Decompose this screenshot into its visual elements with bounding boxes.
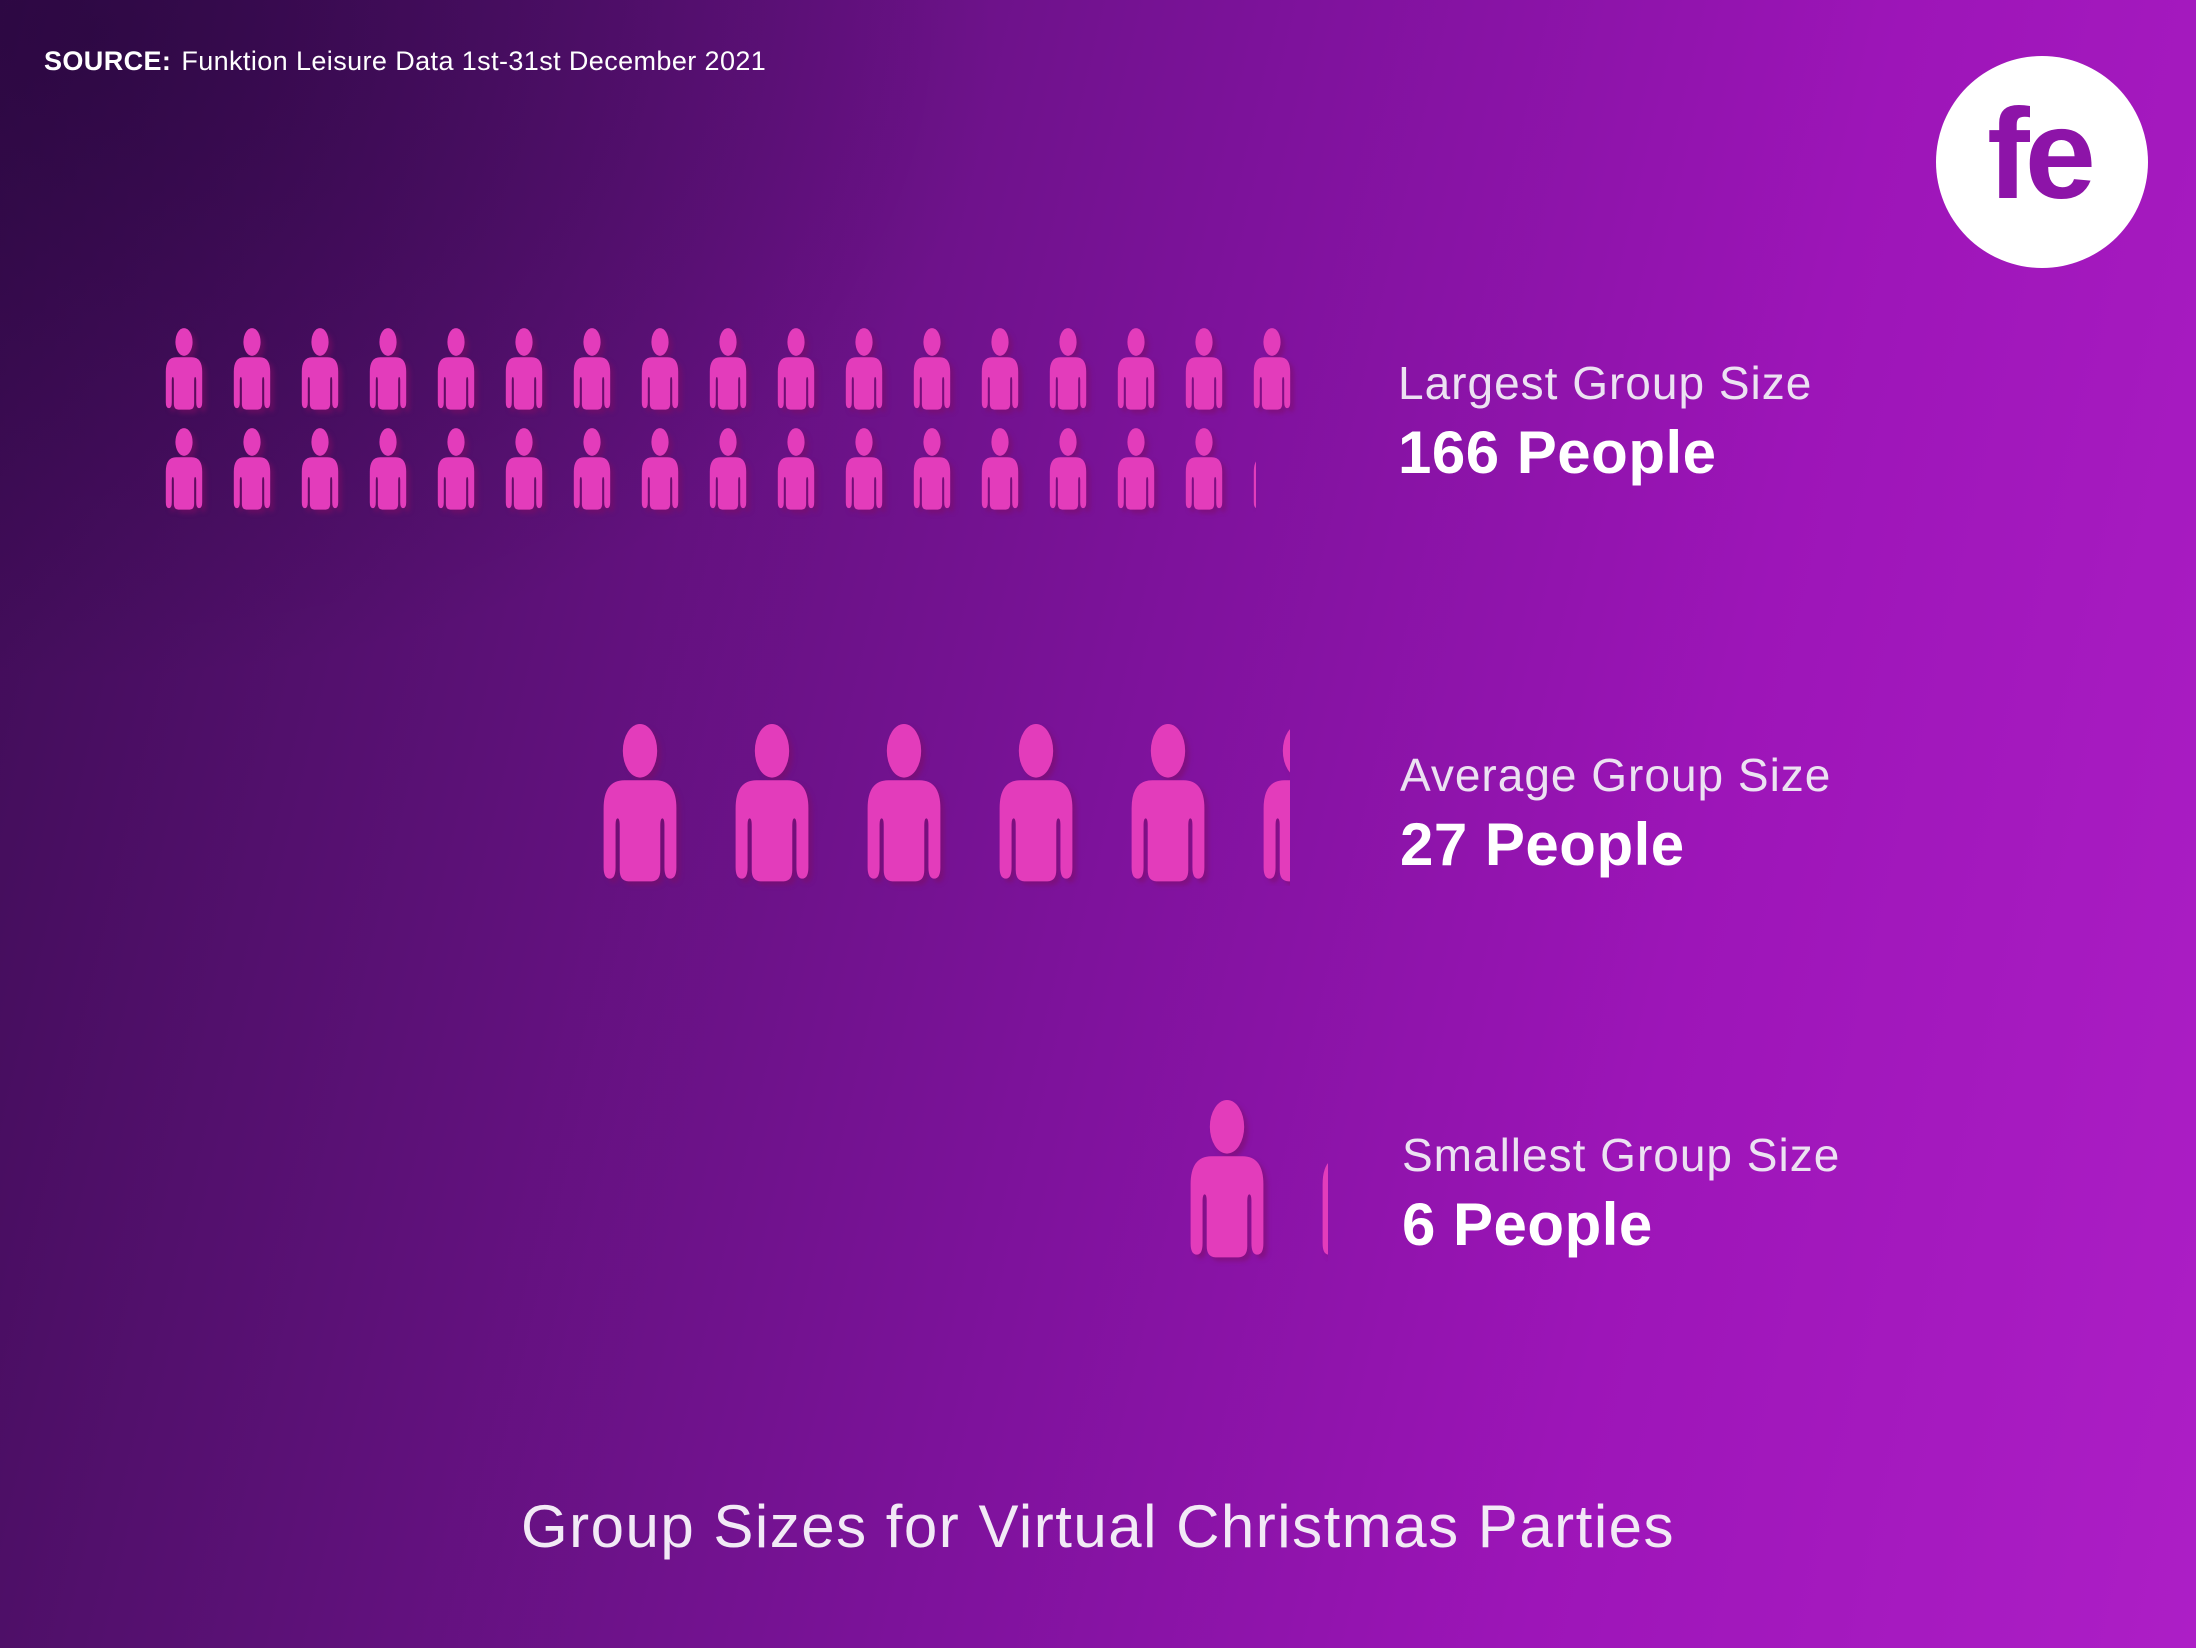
infographic-title: Group Sizes for Virtual Christmas Partie… (520, 1493, 1676, 1560)
person-icon (1117, 428, 1155, 510)
caption-smallest-group: Smallest Group Size 6 People (1402, 1128, 1840, 1259)
partial-person-icon (1248, 720, 1290, 886)
person-icon (641, 328, 679, 410)
person-icon (913, 328, 951, 410)
smallest-group-value: 6 People (1402, 1191, 1653, 1258)
average-group-label: Average Group Size (1400, 749, 1832, 801)
person-icon (437, 428, 475, 510)
person-icon (1117, 328, 1155, 410)
person-icon (981, 428, 1019, 510)
pictogram-average-group (588, 720, 1290, 886)
caption-average-group: Average Group Size 27 People (1400, 748, 1831, 879)
pictogram-line (158, 326, 1298, 412)
person-icon (301, 428, 339, 510)
fe-logo-text: fe (1987, 82, 2096, 226)
person-icon (505, 328, 543, 410)
person-icon (981, 328, 1019, 410)
source-text: Funktion Leisure Data 1st-31st December … (181, 46, 767, 76)
person-icon (1049, 328, 1087, 410)
pictogram-line (158, 426, 1298, 512)
person-icon (233, 328, 271, 410)
person-icon (845, 328, 883, 410)
pictogram-line (1175, 1096, 1328, 1262)
person-icon (1253, 461, 1256, 509)
person-icon (165, 328, 203, 410)
person-icon (369, 428, 407, 510)
person-icon (913, 428, 951, 510)
person-icon (1185, 428, 1223, 510)
person-icon (603, 724, 677, 882)
person-icon (1049, 428, 1087, 510)
person-icon (777, 328, 815, 410)
person-icon (573, 328, 611, 410)
pictogram-line (588, 720, 1290, 886)
person-icon (867, 724, 941, 882)
person-icon (573, 428, 611, 510)
average-group-value: 27 People (1400, 811, 1685, 878)
smallest-group-label: Smallest Group Size (1402, 1129, 1841, 1181)
partial-person-icon (1246, 426, 1256, 512)
caption-largest-group: Largest Group Size 166 People (1398, 356, 1812, 487)
pictogram-largest-group (158, 326, 1298, 512)
person-icon (1185, 328, 1223, 410)
person-icon (233, 428, 271, 510)
person-icon (1322, 1163, 1328, 1255)
person-icon (1253, 328, 1291, 410)
person-icon (999, 724, 1073, 882)
person-icon (845, 428, 883, 510)
person-icon (709, 428, 747, 510)
person-icon (369, 328, 407, 410)
person-icon (1131, 724, 1205, 882)
pictogram-smallest-group (1175, 1096, 1328, 1262)
source-label: SOURCE: (44, 46, 172, 76)
person-icon (165, 428, 203, 510)
person-icon (735, 724, 809, 882)
person-icon (709, 328, 747, 410)
largest-group-value: 166 People (1398, 419, 1717, 486)
person-icon (1263, 729, 1290, 882)
largest-group-label: Largest Group Size (1398, 357, 1813, 409)
person-icon (641, 428, 679, 510)
partial-person-icon (1307, 1096, 1328, 1262)
person-icon (437, 328, 475, 410)
source-line: SOURCE: Funktion Leisure Data 1st-31st De… (44, 46, 766, 77)
fe-logo: fe (1936, 56, 2148, 268)
person-icon (777, 428, 815, 510)
person-icon (505, 428, 543, 510)
person-icon (1190, 1100, 1264, 1258)
person-icon (301, 328, 339, 410)
